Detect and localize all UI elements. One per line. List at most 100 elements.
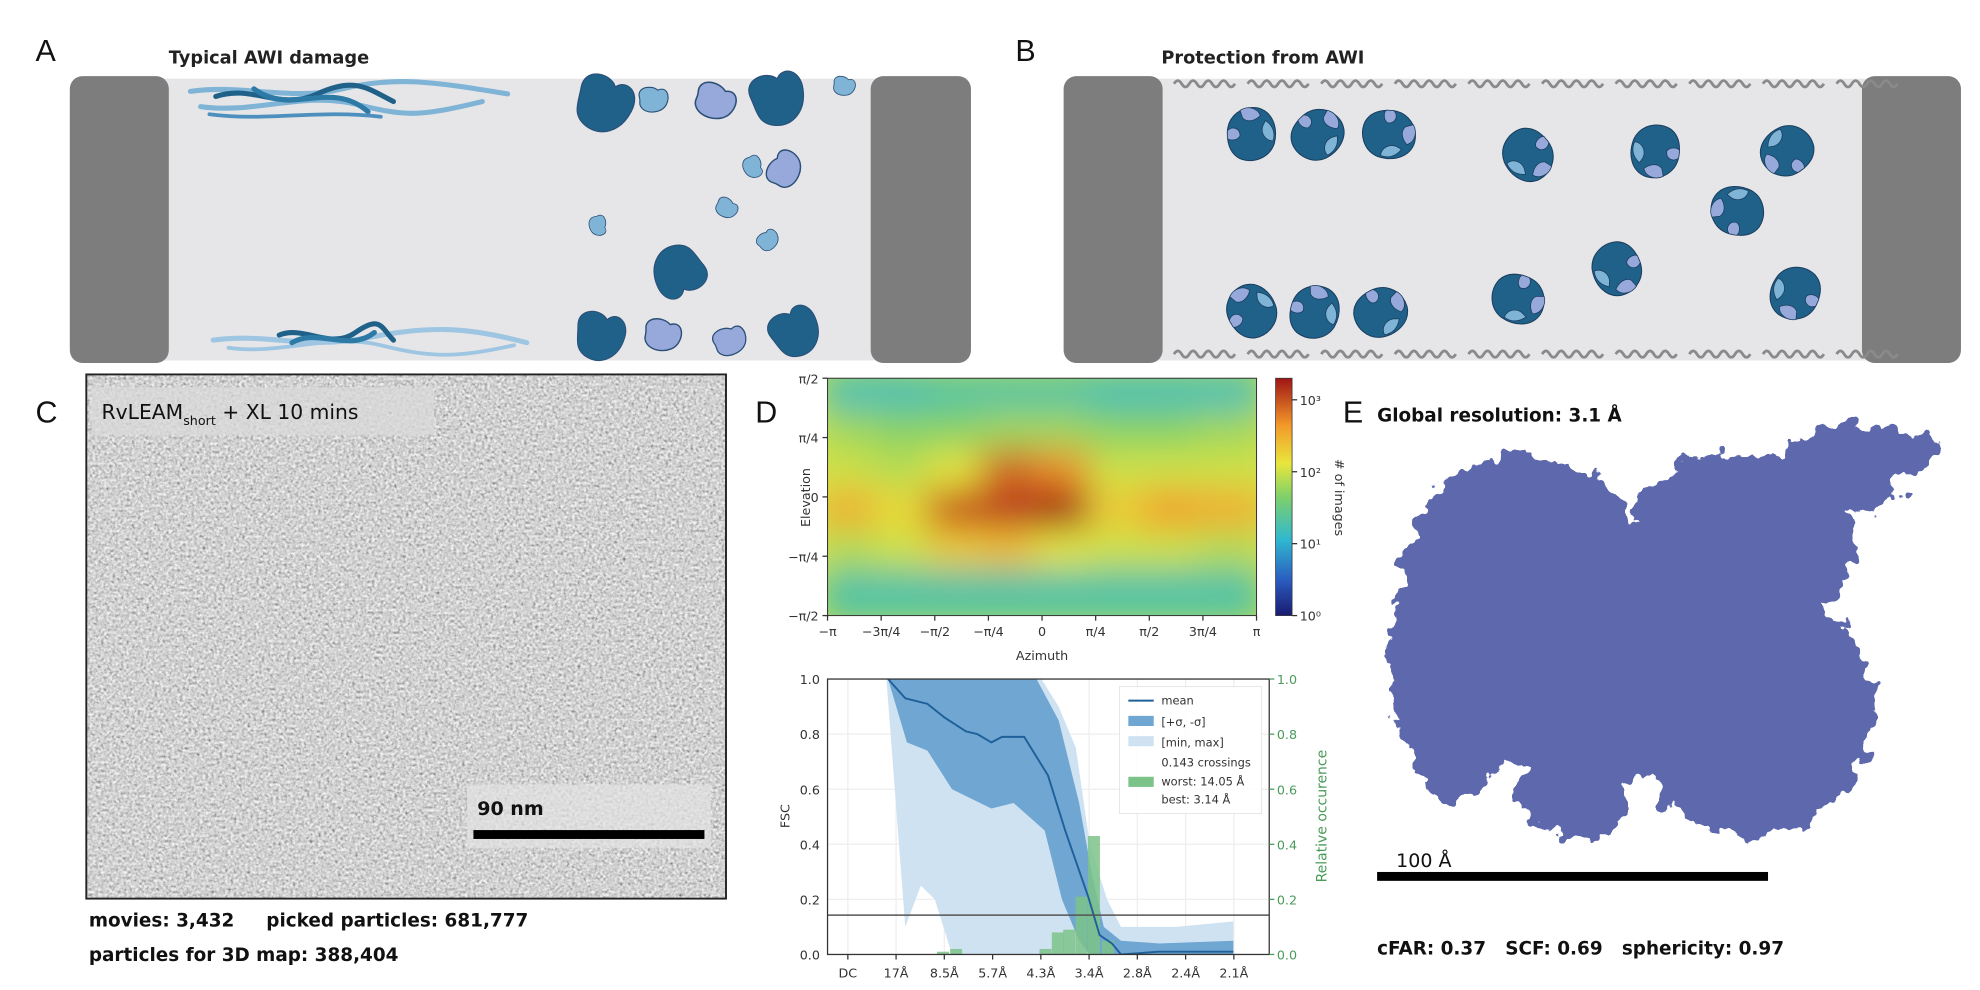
y-tick-label: 0: [811, 490, 819, 505]
x-tick-label: −3π/4: [862, 624, 901, 639]
density-map: [1389, 425, 1940, 838]
scale-bar: [473, 830, 705, 839]
protected-protein-icon: [1491, 273, 1546, 325]
legend-item: 0.143 crossings: [1161, 756, 1250, 770]
x-tick-label: π/2: [1139, 624, 1159, 639]
colorbar-tick-label: 10¹: [1300, 537, 1321, 552]
right-tick-label: 0.0: [1277, 948, 1297, 963]
leam-helix-icon: [1688, 349, 1752, 359]
right-tick-label: 0.2: [1277, 892, 1297, 907]
colorbar-tick-label: 10⁰: [1300, 609, 1321, 624]
leam-helix-icon: [1761, 79, 1826, 89]
denatured-strands-top: [187, 78, 511, 119]
x-tick-label: −π/4: [973, 624, 1004, 639]
right-tick-label: 1.0: [1277, 672, 1297, 687]
fsc-plot: DC 17Å 8.5Å 5.7Å 4.3Å 3.4Å 2.8Å 2.4Å 2.1Å 0.0 0.0 0…: [777, 672, 1330, 980]
x-tick-label: 8.5Å: [930, 965, 959, 980]
panel-letter: D: [755, 396, 777, 430]
x-tick-label: 5.7Å: [978, 965, 1007, 980]
leam-helix-icon: [1540, 349, 1605, 359]
panel-a: A Typical AWI damage: [36, 34, 971, 366]
histogram-bar: [1039, 948, 1052, 955]
y-tick-label: −π/2: [788, 609, 819, 624]
right-tick-label: 0.6: [1277, 782, 1297, 797]
viewing-direction-heatmap: −π −3π/4 −π/2 −π/4 0 π/4 π/2 3π/4 π π/2 π/4 0 −π/4 −π…: [788, 371, 1347, 663]
protective-leam-layer: [1172, 79, 1899, 359]
scale-bar-label: 100 Å: [1396, 849, 1451, 872]
y-tick-label: 1.0: [800, 672, 820, 687]
x-axis-label: Azimuth: [1016, 648, 1068, 663]
heatmap-cell: [1195, 568, 1257, 616]
global-resolution: Global resolution: 3.1 Å: [1377, 403, 1622, 426]
colorbar: [1275, 377, 1293, 616]
air-water-interface-left: [69, 76, 169, 364]
x-tick-label: π/4: [1086, 624, 1106, 639]
x-tick-label: 0: [1038, 624, 1046, 639]
leam-helix-icon: [1246, 349, 1310, 359]
histogram-bar: [1075, 896, 1088, 955]
y-tick-label: 0.4: [800, 837, 820, 852]
y-tick-label: π/4: [799, 431, 819, 446]
protected-protein-icon: [1353, 287, 1409, 338]
x-tick-label: −π/2: [919, 624, 950, 639]
colorbar-label: # of images: [1332, 459, 1347, 536]
legend: mean [+σ, -σ] [min, max] 0.143 crossings…: [1119, 686, 1262, 814]
panel-title: Protection from AWI: [1161, 48, 1364, 68]
leam-helix-icon: [1172, 79, 1237, 89]
air-water-interface-right: [870, 76, 971, 364]
histogram-bar: [936, 951, 950, 955]
colorbar-tick-label: 10³: [1300, 393, 1321, 408]
protected-protein-icon: [1290, 108, 1345, 161]
leam-helix-icon: [1467, 349, 1531, 359]
panel-letter: E: [1343, 396, 1363, 430]
scale-bar-label: 90 nm: [477, 798, 543, 820]
leam-helix-icon: [1614, 349, 1678, 359]
x-tick-label: 2.8Å: [1123, 965, 1152, 980]
map-quality-stats: cFAR: 0.37 SCF: 0.69 sphericity: 0.97: [1377, 938, 1784, 959]
leam-helix-icon: [1540, 79, 1605, 89]
protected-protein-icon: [1769, 266, 1821, 321]
leam-helix-icon: [1393, 79, 1458, 89]
panel-c: C RvLEAMshort + XL 10 mins 90 nm movies:…: [36, 373, 727, 966]
panel-letter: C: [36, 396, 58, 430]
y-tick-label: 0.0: [800, 948, 820, 963]
protected-protein-icon: [1591, 241, 1643, 297]
y-tick-label: 0.8: [800, 727, 820, 742]
protected-protein-icon: [1502, 127, 1554, 182]
leam-helix-icon: [1688, 79, 1752, 89]
histogram-bar: [1063, 929, 1076, 955]
y-tick-label: π/2: [799, 371, 819, 386]
histogram-bar: [1087, 836, 1100, 955]
legend-item: [+σ, -σ]: [1161, 715, 1205, 729]
panel-letter: B: [1015, 34, 1035, 68]
x-tick-label: 2.4Å: [1171, 965, 1200, 980]
mean-line: [887, 679, 1234, 955]
panel-b: B Protection from AWI: [1015, 34, 1961, 364]
y-tick-label: 0.2: [800, 892, 820, 907]
y-axis-label: FSC: [777, 804, 792, 828]
scale-bar: [1377, 871, 1769, 881]
protected-protein-icon: [1760, 125, 1815, 177]
leam-helix-icon: [1393, 349, 1458, 359]
right-tick-label: 0.8: [1277, 727, 1297, 742]
micrograph-label: RvLEAMshort + XL 10 mins: [102, 400, 359, 428]
y-axis-label: Elevation: [798, 468, 813, 527]
x-tick-label: DC: [839, 965, 858, 980]
protected-protein-icon: [1226, 283, 1278, 339]
protected-protein-icon: [1630, 124, 1681, 179]
histogram-bar: [1051, 932, 1064, 955]
right-tick-label: 0.4: [1277, 837, 1297, 852]
right-axis-label: Relative occurence: [1314, 750, 1330, 883]
x-tick-label: 17Å: [884, 965, 909, 980]
panel-letter: A: [36, 34, 57, 68]
x-tick-label: 2.1Å: [1219, 965, 1248, 980]
x-tick-label: 3π/4: [1189, 624, 1217, 639]
leam-helix-icon: [1246, 79, 1310, 89]
leam-helix-icon: [1835, 79, 1899, 89]
y-tick-label: 0.6: [800, 782, 820, 797]
leam-helix-icon: [1835, 349, 1899, 359]
legend-item: worst: 14.05 Å: [1161, 774, 1244, 789]
protected-protein-icon: [1710, 185, 1765, 236]
x-tick-label: 3.4Å: [1075, 965, 1104, 980]
